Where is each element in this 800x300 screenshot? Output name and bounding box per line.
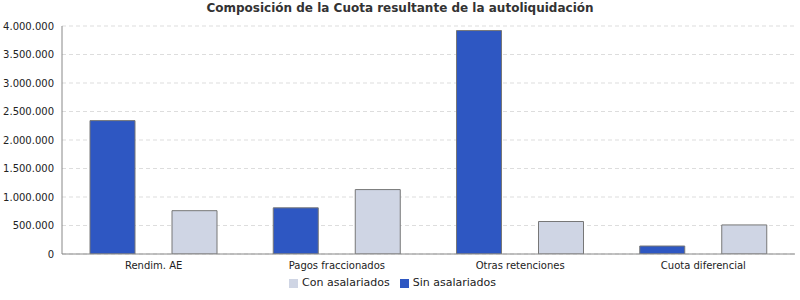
svg-text:2.500.000: 2.500.000 bbox=[8, 106, 54, 117]
svg-text:1.000.000: 1.000.000 bbox=[8, 192, 54, 203]
svg-text:0: 0 bbox=[48, 249, 54, 260]
svg-text:500.000: 500.000 bbox=[13, 220, 54, 231]
svg-text:Cuota diferencial: Cuota diferencial bbox=[661, 260, 746, 271]
svg-text:3.500.000: 3.500.000 bbox=[8, 49, 54, 60]
svg-text:Otras retenciones: Otras retenciones bbox=[476, 260, 565, 271]
svg-text:Pagos fraccionados: Pagos fraccionados bbox=[289, 260, 385, 271]
html-text:Composición de la Cuota result: Composición de la Cuota resultante de la… bbox=[206, 1, 594, 15]
svg-text:Rendim. AE: Rendim. AE bbox=[125, 260, 182, 271]
html-text:Con asalariados: Con asalariados bbox=[302, 276, 390, 289]
svg-text:4.000.000: 4.000.000 bbox=[8, 21, 54, 32]
html-text:Sin asalariados: Sin asalariados bbox=[412, 276, 496, 289]
svg-text:3.000.000: 3.000.000 bbox=[8, 78, 54, 89]
svg-text:2.000.000: 2.000.000 bbox=[8, 135, 54, 146]
svg-text:1.500.000: 1.500.000 bbox=[8, 163, 54, 174]
